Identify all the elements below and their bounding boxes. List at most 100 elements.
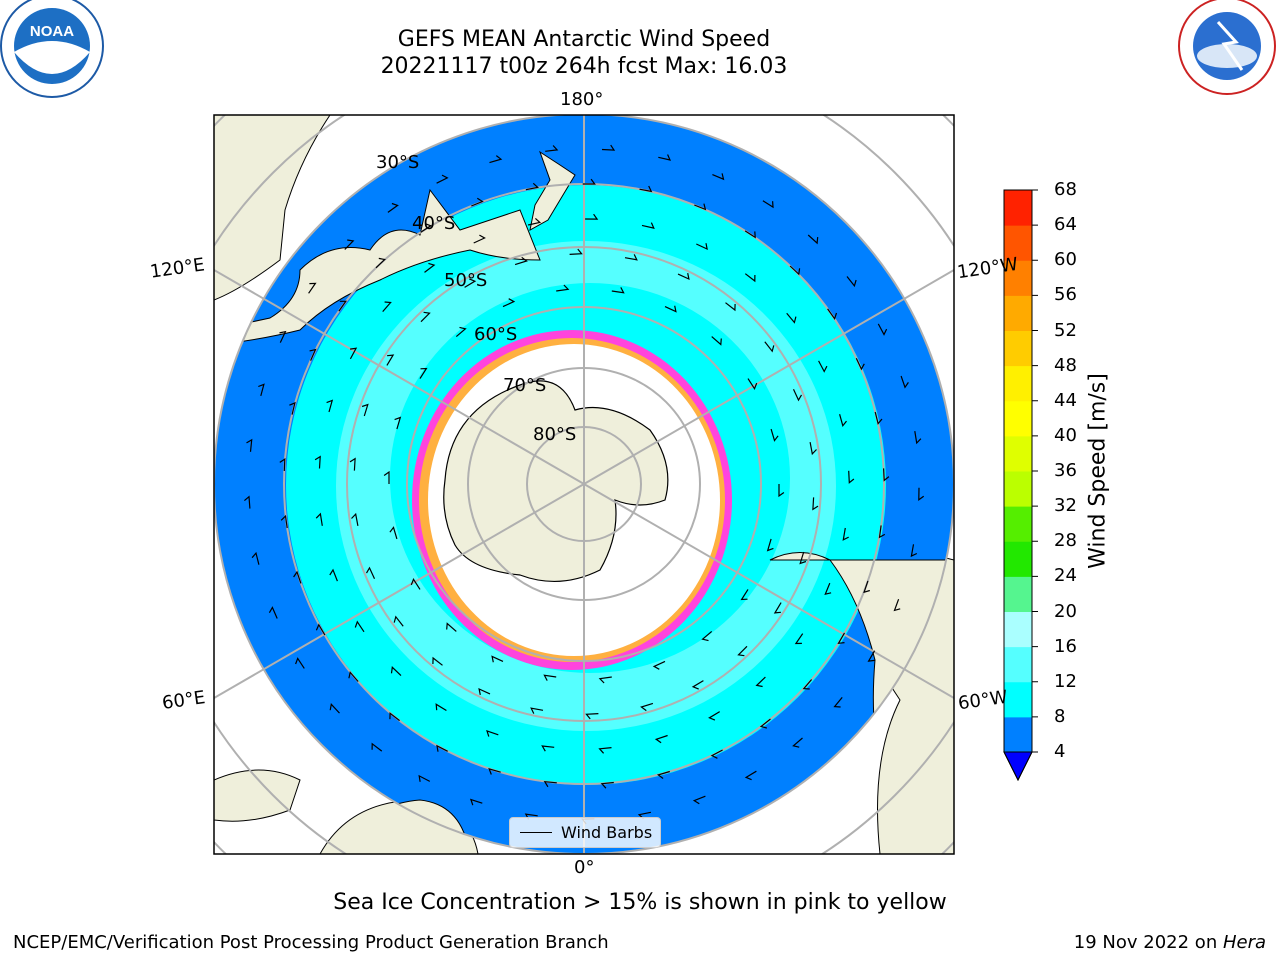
colorbar-bin — [1004, 646, 1032, 683]
chart-subtitle: 20221117 t00z 264h fcst Max: 16.03 — [380, 54, 788, 79]
wind-barb — [251, 551, 260, 565]
wind-barb — [326, 399, 334, 413]
colorbar-bin — [1004, 716, 1032, 753]
colorbar-tick-label: 24 — [1054, 565, 1077, 587]
wind-barb — [641, 222, 655, 229]
wind-barb — [293, 570, 302, 584]
lat-label-70s: 70°S — [503, 375, 547, 396]
wind-barb — [818, 360, 828, 373]
wind-barb — [759, 718, 771, 729]
wind-barb — [744, 273, 756, 283]
colorbar-bin — [1004, 611, 1032, 648]
wind-barb — [246, 438, 253, 452]
wind-barb — [598, 676, 612, 684]
wind-barb — [794, 633, 804, 645]
colorbar-tick-label: 60 — [1054, 249, 1077, 271]
date-text: 19 Nov 2022 on Hera — [1073, 932, 1266, 953]
wind-barb — [268, 606, 278, 619]
wind-barb — [464, 278, 477, 288]
colorbar-tick-label: 8 — [1054, 705, 1066, 727]
wind-barb — [419, 367, 428, 379]
wind-barb — [543, 674, 557, 681]
colorbar-tick-label: 48 — [1054, 354, 1077, 376]
wind-barb — [295, 657, 305, 669]
wind-barb — [696, 243, 708, 251]
wind-barb — [766, 538, 774, 552]
wind-barb — [279, 330, 287, 343]
wind-barb — [837, 632, 846, 645]
wind-barb — [543, 780, 557, 788]
wind-barb — [737, 645, 748, 657]
machine-name: Hera — [1222, 932, 1266, 953]
wind-barb — [436, 174, 449, 184]
wind-barb — [846, 276, 857, 288]
colorbar-tick-label: 40 — [1054, 424, 1077, 446]
wind-barb — [812, 497, 819, 511]
wind-barb — [802, 679, 813, 690]
wind-barb — [910, 544, 918, 558]
wind-barb — [375, 257, 386, 269]
wind-barb — [878, 525, 886, 539]
wind-barb — [569, 248, 583, 255]
wind-barb — [527, 217, 542, 226]
wind-barb — [807, 234, 819, 245]
colorbar-tick-label: 4 — [1054, 741, 1066, 762]
wind-barb — [824, 582, 832, 596]
wind-barb — [393, 615, 404, 627]
colorbar-tick-label: 28 — [1054, 530, 1077, 552]
wind-barb — [624, 254, 638, 261]
colorbar-extend-arrow — [1003, 751, 1033, 782]
wind-barb — [389, 526, 398, 540]
colorbar-label: Wind Speed [m/s] — [1085, 373, 1111, 569]
wind-barb — [344, 239, 355, 250]
colorbar-tick-label: 12 — [1054, 670, 1077, 692]
wind-barb — [744, 230, 756, 239]
wind-barb — [349, 347, 358, 360]
lon-label-bottom: 0° — [574, 857, 595, 878]
wind-barb — [394, 416, 402, 430]
wind-barb — [446, 622, 457, 632]
wind-barb — [773, 602, 782, 614]
wind-barb — [541, 745, 555, 752]
map-legend: Wind Barbs — [509, 817, 661, 848]
map-frame — [213, 114, 955, 855]
colorbar-bin — [1004, 330, 1032, 367]
wind-barb — [762, 200, 774, 209]
wind-barb — [365, 566, 376, 580]
wind-barb — [900, 375, 909, 389]
wind-barb — [883, 468, 890, 482]
wind-barb — [654, 734, 668, 744]
wind-barb — [874, 411, 883, 425]
wind-barb — [486, 729, 499, 737]
wind-barb — [711, 336, 722, 346]
caption: Sea Ice Concentration > 15% is shown in … — [333, 890, 947, 915]
wind-barb — [582, 178, 596, 185]
colorbar-tick-label: 32 — [1054, 495, 1077, 517]
wind-barb — [280, 514, 288, 529]
wind-barb — [755, 676, 766, 688]
wind-barb — [309, 348, 317, 361]
colorbar-bin — [1004, 576, 1032, 612]
wind-barb — [308, 282, 317, 294]
wind-barb — [744, 770, 757, 781]
wind-barb — [877, 323, 888, 336]
wind-barb — [701, 630, 713, 642]
wind-barb — [435, 703, 447, 712]
meridian-lines — [214, 115, 954, 854]
lat-label-60s: 60°S — [474, 324, 518, 345]
wind-barb — [639, 185, 653, 193]
wind-barb — [329, 568, 338, 582]
wind-barb — [799, 551, 807, 565]
wind-barb — [410, 577, 421, 590]
lat-label-40s: 40°S — [412, 213, 456, 234]
wind-barb — [585, 213, 599, 220]
wind-barb — [598, 747, 612, 754]
wind-barbs — [244, 144, 925, 825]
colorbar-bin — [1004, 400, 1032, 437]
wind-barb — [652, 660, 666, 670]
colorbar-tick-label: 44 — [1054, 389, 1077, 411]
wind-barb — [432, 656, 443, 666]
wind-barb — [436, 744, 448, 752]
wind-barb — [315, 512, 323, 526]
colorbar — [1003, 189, 1038, 782]
